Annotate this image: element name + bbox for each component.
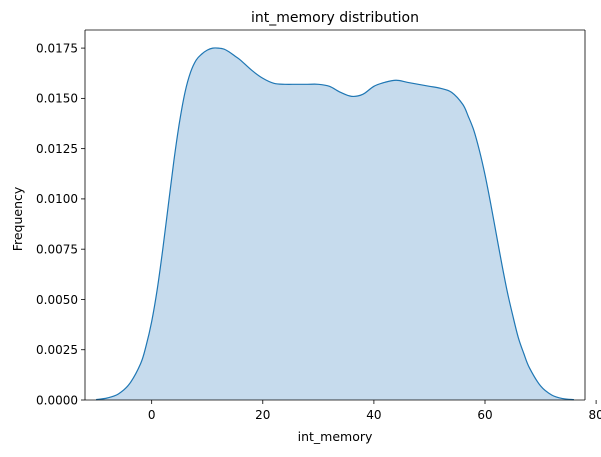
y-tick-label: 0.0025 <box>36 343 78 357</box>
y-tick-label: 0.0150 <box>36 92 78 106</box>
x-axis: 0 20 40 60 80 <box>148 400 601 422</box>
y-tick-label: 0.0050 <box>36 293 78 307</box>
y-tick-label: 0.0175 <box>36 41 78 55</box>
y-tick-label: 0.0125 <box>36 142 78 156</box>
y-tick-label: 0.0075 <box>36 242 78 256</box>
x-tick-label: 60 <box>477 408 492 422</box>
x-tick-label: 40 <box>366 408 381 422</box>
y-axis: 0.0000 0.0025 0.0050 0.0075 0.0100 0.0125 0.01… <box>36 41 85 407</box>
plot-area <box>84 29 586 401</box>
x-axis-label: int_memory <box>298 429 373 444</box>
y-tick-label: 0.0100 <box>36 192 78 206</box>
series-0-area <box>96 47 574 401</box>
x-tick-label: 20 <box>255 408 270 422</box>
x-tick-label: 80 <box>588 408 601 422</box>
series-0-line <box>96 47 574 401</box>
y-tick-label: 0.0000 <box>36 393 78 407</box>
x-tick-label: 0 <box>148 408 156 422</box>
y-axis-label: Frequency <box>10 186 25 251</box>
chart-title: int_memory distribution <box>251 10 419 26</box>
